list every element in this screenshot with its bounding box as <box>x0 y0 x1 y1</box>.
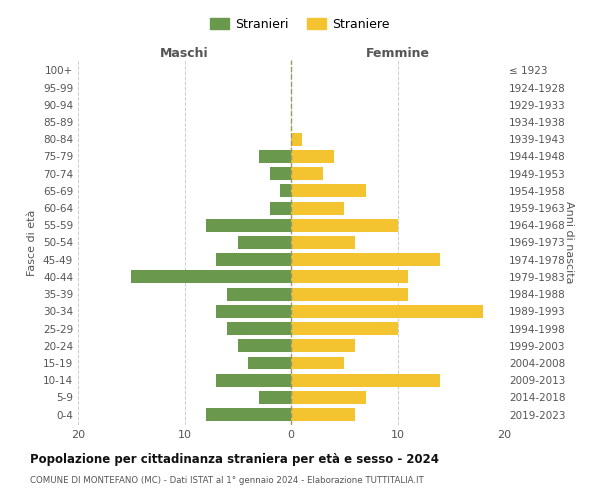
Bar <box>291 236 355 249</box>
Bar <box>217 374 291 386</box>
Bar <box>291 254 440 266</box>
Bar <box>291 219 398 232</box>
Bar <box>291 167 323 180</box>
Bar <box>227 288 291 300</box>
Bar <box>291 322 398 335</box>
Bar <box>206 408 291 421</box>
Bar <box>259 150 291 163</box>
Bar <box>291 184 365 198</box>
Bar <box>227 322 291 335</box>
Text: Popolazione per cittadinanza straniera per età e sesso - 2024: Popolazione per cittadinanza straniera p… <box>30 452 439 466</box>
Bar <box>217 254 291 266</box>
Bar <box>291 391 365 404</box>
Bar <box>238 340 291 352</box>
Bar <box>291 305 483 318</box>
Bar <box>280 184 291 198</box>
Bar <box>248 356 291 370</box>
Bar <box>131 270 291 283</box>
Bar <box>217 305 291 318</box>
Bar <box>291 408 355 421</box>
Bar <box>259 391 291 404</box>
Bar <box>291 374 440 386</box>
Bar <box>291 356 344 370</box>
Text: COMUNE DI MONTEFANO (MC) - Dati ISTAT al 1° gennaio 2024 - Elaborazione TUTTITAL: COMUNE DI MONTEFANO (MC) - Dati ISTAT al… <box>30 476 424 485</box>
Text: Femmine: Femmine <box>365 47 430 60</box>
Bar <box>291 270 408 283</box>
Bar <box>291 340 355 352</box>
Bar <box>291 132 302 145</box>
Bar <box>270 202 291 214</box>
Bar <box>291 288 408 300</box>
Bar <box>206 219 291 232</box>
Y-axis label: Anni di nascita: Anni di nascita <box>564 201 574 284</box>
Legend: Stranieri, Straniere: Stranieri, Straniere <box>204 11 396 37</box>
Text: Maschi: Maschi <box>160 47 209 60</box>
Bar <box>291 202 344 214</box>
Bar <box>291 150 334 163</box>
Bar <box>238 236 291 249</box>
Bar <box>270 167 291 180</box>
Y-axis label: Fasce di età: Fasce di età <box>28 210 37 276</box>
